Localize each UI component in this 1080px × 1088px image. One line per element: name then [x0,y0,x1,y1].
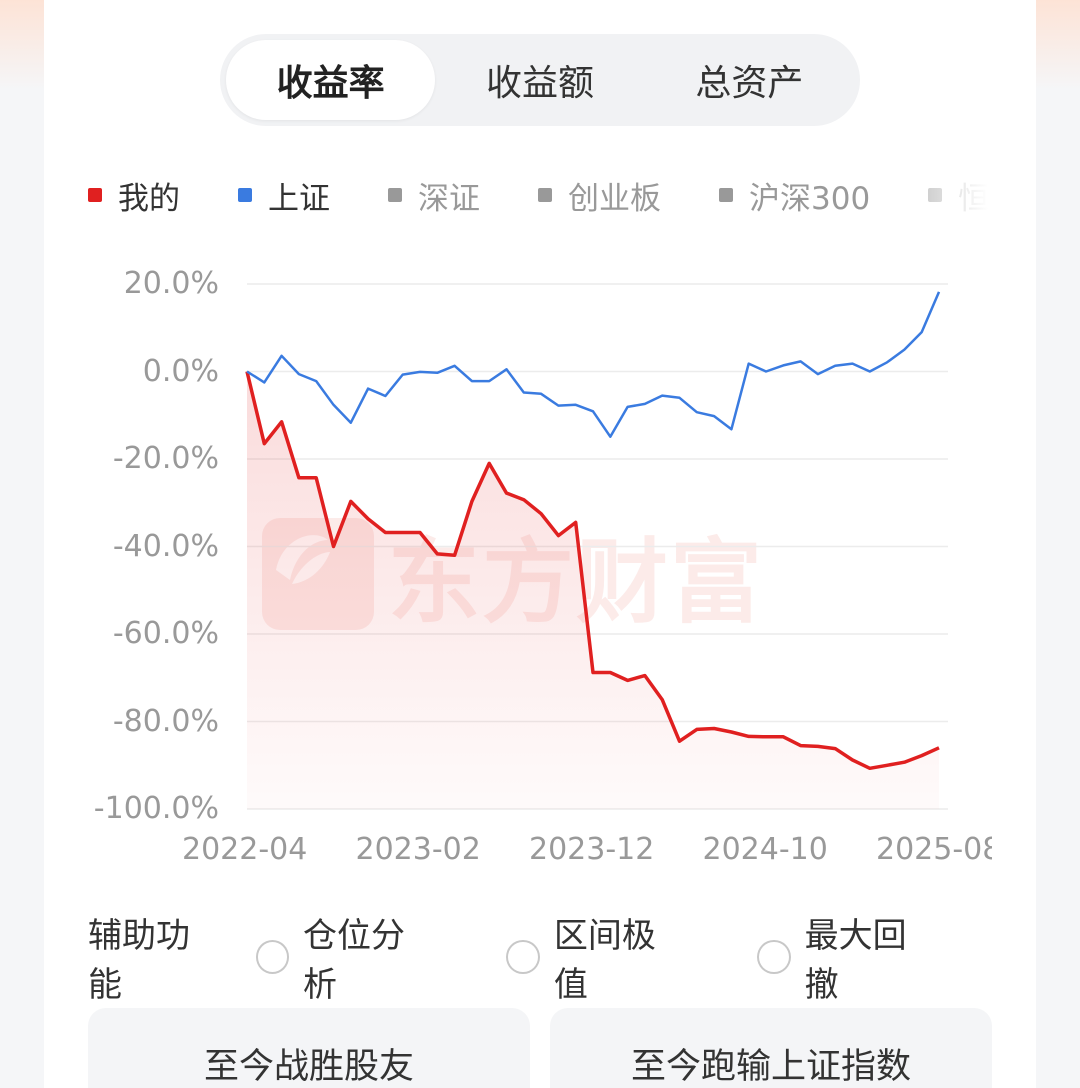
assist-label: 辅助功能 [88,916,190,1005]
radio-label: 最大回撤 [804,916,907,1005]
legend-item-mine[interactable]: 我的 [88,173,180,218]
tab-total-assets[interactable]: 总资产 [695,63,804,104]
radio-circle [255,940,290,974]
chart-legend: 我的 上证 深证 创业板 沪深300 恒 [88,170,988,220]
series-line-shanghai [246,291,941,438]
y-tick-label: -60.0% [112,616,219,651]
radio-range-extremes[interactable]: 区间极值 [506,908,687,1006]
legend-label: 深证 [418,180,480,217]
legend-dot-shenzhen [388,188,402,202]
y-tick-label: -40.0% [112,528,219,564]
radio-position-analysis[interactable]: 仓位分析 [255,908,437,1006]
y-tick-label: -100.0% [93,791,219,826]
x-tick-label: 2023-02 [355,832,481,867]
legend-dot-mine [88,188,102,202]
x-tick-label: 2023-12 [529,832,655,867]
lag-index-button[interactable]: 至今跑输上证指数 [550,1008,992,1088]
radio-max-drawdown[interactable]: 最大回撤 [757,908,938,1006]
x-tick-label: 2025-08 [876,832,992,867]
series-line-mine [245,371,940,771]
assist-functions: 辅助功能 仓位分析 区间极值 最大回撤 [88,916,1008,1005]
radio-circle [757,940,791,974]
legend-item-csi300[interactable]: 沪深300 [719,173,870,218]
legend-label: 沪深300 [749,180,871,217]
legend-label: 上证 [268,180,330,217]
legend-dot-chinext [538,188,552,202]
legend-label: 创业板 [568,180,661,217]
summary-button-row: 至今战胜股友 至今跑输上证指数 [88,1008,992,1088]
beat-peers-button[interactable]: 至今战胜股友 [88,1008,530,1088]
y-tick-label: -80.0% [112,703,219,739]
tab-return-amount[interactable]: 收益额 [485,63,594,104]
returns-chart[interactable]: 东方财富 20.0%0.0%-20.0%-40.0%-60.0%-80.0%-1… [44,250,1036,880]
legend-scroll-fade [928,170,988,220]
legend-item-shanghai[interactable]: 上证 [238,173,330,218]
y-tick-label: -20.0% [112,441,219,476]
tab-return-rate[interactable]: 收益率 [226,40,436,120]
y-tick-label: 20.0% [123,266,219,301]
metric-tab-group: 收益率 收益额 总资产 [220,34,860,126]
legend-label: 我的 [118,180,180,217]
radio-label: 区间极值 [553,916,656,1005]
legend-dot-shanghai [238,188,252,202]
radio-circle [506,940,540,974]
returns-card: 收益率 收益额 总资产 我的 上证 深证 创业板 沪深300 恒 [44,0,1036,1088]
background-edge-right [1036,0,1080,90]
legend-dot-csi300 [719,188,733,202]
x-tick-label: 2024-10 [702,832,828,867]
x-tick-label: 2022-04 [182,832,308,867]
radio-label: 仓位分析 [303,916,406,1005]
series-area-mine [247,371,939,809]
background-edge-left [0,0,44,90]
legend-item-shenzhen[interactable]: 深证 [388,173,480,218]
y-tick-label: 0.0% [142,353,219,389]
legend-item-chinext[interactable]: 创业板 [538,173,661,218]
chart-canvas [245,283,948,810]
